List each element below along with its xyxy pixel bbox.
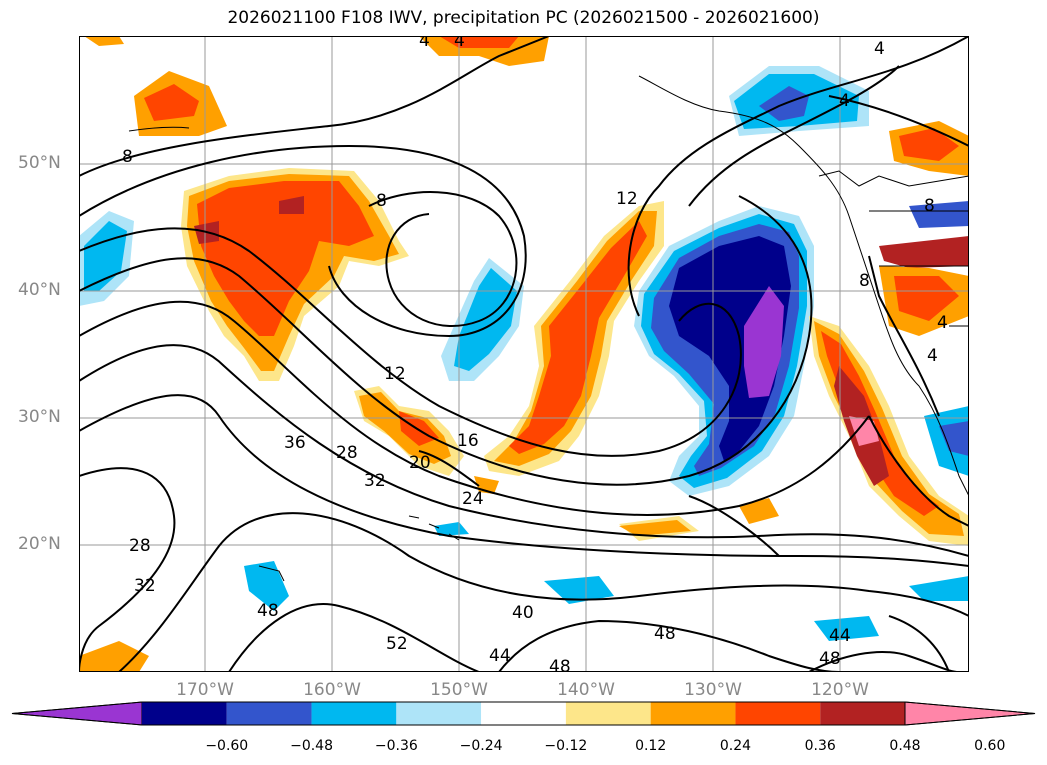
contour-label: 12 <box>384 364 406 384</box>
colorbar-cell <box>820 702 905 725</box>
contour-label: 28 <box>336 443 358 463</box>
map-panel: 4 4 4 4 8 8 8 8 4 4 12 12 16 20 24 28 32… <box>79 36 969 672</box>
contour-label: 48 <box>819 649 841 669</box>
colorbar-cell <box>481 702 566 725</box>
contour-label: 44 <box>489 646 511 666</box>
coastlines <box>128 75 969 582</box>
lon-label-170w: 170°W <box>176 680 234 700</box>
precip-shading <box>79 36 969 672</box>
map-title: 2026021100 F108 IWV, precipitation PC (2… <box>227 8 820 28</box>
contour-labels: 4 4 4 4 8 8 8 8 4 4 12 12 16 20 24 28 32… <box>122 36 948 672</box>
iwv-contours <box>79 36 969 672</box>
lat-label-50n: 50°N <box>18 153 61 173</box>
colorbar-tick-label: −0.24 <box>459 738 503 754</box>
colorbar-cell-underflow <box>11 701 143 726</box>
contour-label: 36 <box>284 433 306 453</box>
contour-label: 4 <box>927 346 938 366</box>
contour-label: 48 <box>257 601 279 621</box>
colorbar-tick-label: 0.36 <box>804 738 836 754</box>
contour-label: 48 <box>654 624 676 644</box>
lat-label-20n: 20°N <box>18 534 61 554</box>
colorbar-tick-label: 0.60 <box>974 738 1006 754</box>
contour-label: 8 <box>924 196 935 216</box>
contour-label: 40 <box>512 603 534 623</box>
colorbar-cell <box>650 702 736 725</box>
contour-label: 16 <box>457 431 479 451</box>
lon-label-130w: 130°W <box>684 680 742 700</box>
contour-label: 4 <box>454 36 465 51</box>
contour-label: 8 <box>859 271 870 291</box>
lon-label-150w: 150°W <box>430 680 488 700</box>
colorbar-cell <box>735 702 821 725</box>
contour-label: 44 <box>829 626 851 646</box>
colorbar-tick-label: −0.36 <box>374 738 418 754</box>
contour-label: 48 <box>549 657 571 672</box>
colorbar-tick-label: −0.48 <box>290 738 333 754</box>
lat-label-30n: 30°N <box>18 407 61 427</box>
lon-label-140w: 140°W <box>557 680 615 700</box>
contour-label: 20 <box>409 453 431 473</box>
lat-label-40n: 40°N <box>18 280 61 300</box>
colorbar-tick-label: 0.12 <box>635 738 667 754</box>
contour-label: 12 <box>616 189 638 209</box>
map-border <box>79 36 969 672</box>
colorbar-cell <box>226 702 312 725</box>
colorbar-tick-label: −0.60 <box>205 738 249 754</box>
contour-label: 4 <box>937 313 948 333</box>
contour-label: 52 <box>386 634 408 654</box>
colorbar-outline <box>11 701 1036 726</box>
lon-label-120w: 120°W <box>811 680 869 700</box>
colorbar-cell <box>311 702 397 725</box>
colorbar-tick-label: −0.12 <box>544 738 588 754</box>
contour-label: 4 <box>874 39 885 59</box>
contour-label: 32 <box>364 471 386 491</box>
contour-label: 32 <box>134 576 156 596</box>
colorbar-tick-label: 0.48 <box>889 738 921 754</box>
contour-label: 24 <box>462 489 484 509</box>
contour-label: 4 <box>419 36 430 51</box>
colorbar-cell <box>565 702 651 725</box>
colorbar-cell-overflow <box>904 701 1036 726</box>
map-canvas: 4 4 4 4 8 8 8 8 4 4 12 12 16 20 24 28 32… <box>79 36 969 672</box>
colorbar-cell <box>396 702 482 725</box>
contour-label: 8 <box>376 191 387 211</box>
lon-label-160w: 160°W <box>303 680 361 700</box>
colorbar-cell <box>142 702 227 725</box>
contour-label: 8 <box>122 147 133 167</box>
contour-label: 4 <box>839 91 850 111</box>
colorbar <box>11 701 1036 726</box>
contour-label: 28 <box>129 536 151 556</box>
colorbar-tick-label: 0.24 <box>719 738 752 754</box>
